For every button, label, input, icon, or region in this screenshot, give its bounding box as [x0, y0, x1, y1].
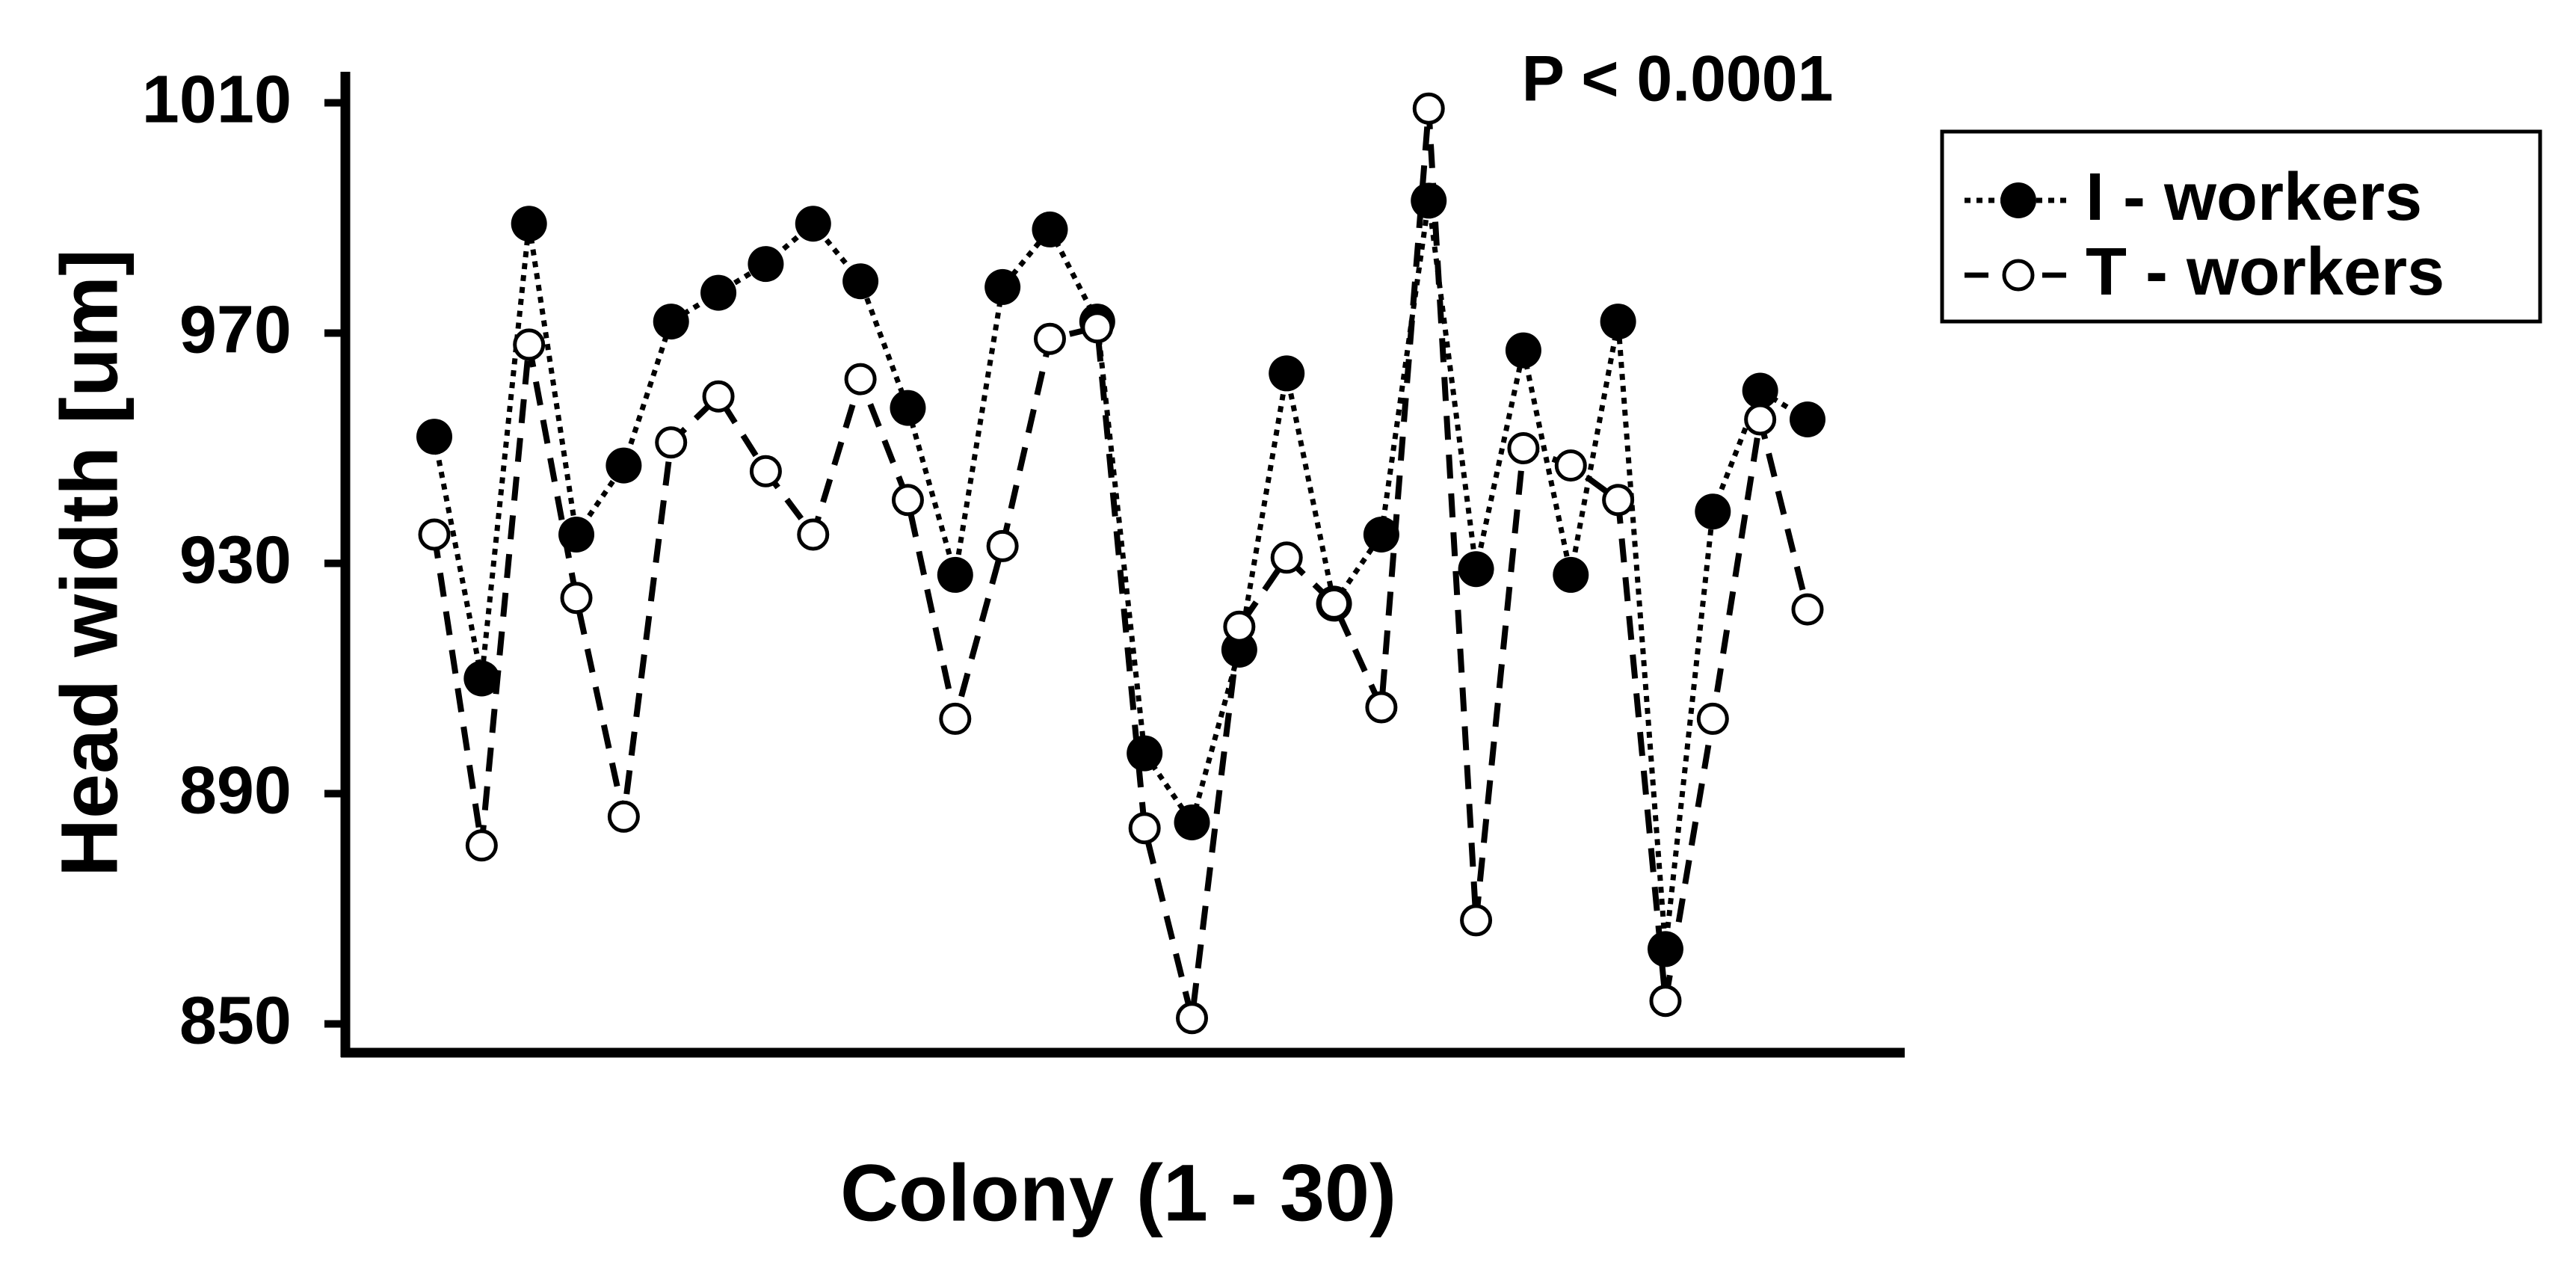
marker — [416, 419, 452, 455]
marker — [1600, 304, 1636, 340]
annotation: P < 0.0001 — [1522, 43, 1834, 115]
marker — [1791, 593, 1824, 626]
marker — [700, 274, 737, 311]
marker — [749, 455, 782, 487]
marker — [558, 517, 595, 553]
marker — [937, 556, 973, 593]
marker — [890, 390, 926, 426]
marker — [1458, 551, 1494, 588]
marker — [1742, 372, 1778, 409]
marker — [795, 206, 831, 242]
marker — [1412, 92, 1445, 125]
marker — [1790, 401, 1825, 437]
marker — [463, 660, 500, 697]
x-axis-label: Colony (1 - 30) — [840, 1148, 1396, 1238]
marker — [1363, 517, 1399, 553]
marker — [1554, 449, 1587, 482]
marker — [511, 206, 547, 242]
y-tick-label: 890 — [179, 753, 292, 828]
y-axis-label: Head width [um] — [44, 249, 135, 877]
marker — [1127, 735, 1163, 772]
marker — [748, 246, 784, 283]
marker — [1695, 493, 1731, 530]
y-tick-label: 970 — [179, 292, 292, 367]
marker — [842, 263, 879, 300]
marker — [891, 484, 924, 517]
marker — [797, 518, 830, 551]
marker — [1081, 311, 1114, 344]
marker — [1221, 632, 1257, 668]
marker — [513, 328, 546, 361]
marker — [418, 518, 451, 551]
marker — [1649, 985, 1682, 1018]
series-line — [431, 108, 1811, 1019]
marker — [1032, 211, 1068, 247]
y-tick-label: 1010 — [142, 62, 292, 137]
marker — [560, 582, 593, 615]
marker — [985, 268, 1021, 305]
marker — [1696, 702, 1729, 735]
marker — [1505, 332, 1541, 369]
marker — [1318, 587, 1351, 620]
marker — [1365, 691, 1398, 724]
marker — [1507, 432, 1540, 464]
y-tick-label: 850 — [179, 983, 292, 1058]
marker — [606, 447, 642, 484]
marker — [986, 529, 1019, 562]
marker — [1176, 1002, 1209, 1035]
legend-box — [1940, 129, 2542, 324]
marker — [1647, 931, 1683, 967]
marker — [844, 363, 877, 396]
marker — [702, 380, 735, 413]
marker — [465, 829, 498, 862]
marker — [1033, 322, 1066, 355]
marker — [1411, 182, 1447, 219]
legend-label: I - workers — [2086, 160, 2422, 235]
marker — [1269, 355, 1305, 392]
marker — [1223, 610, 1256, 643]
legend-label: T - workers — [2086, 235, 2444, 310]
marker — [939, 702, 972, 735]
legend-marker — [2002, 259, 2035, 292]
marker — [607, 800, 640, 833]
marker — [655, 426, 688, 459]
marker — [1128, 812, 1161, 845]
marker — [1744, 403, 1777, 436]
marker — [1174, 804, 1210, 840]
marker — [1270, 541, 1303, 574]
legend-marker — [2000, 182, 2036, 218]
y-tick-label: 930 — [179, 523, 292, 597]
marker — [653, 304, 689, 340]
marker — [1553, 556, 1589, 593]
marker — [1460, 904, 1493, 937]
marker — [1602, 484, 1635, 517]
